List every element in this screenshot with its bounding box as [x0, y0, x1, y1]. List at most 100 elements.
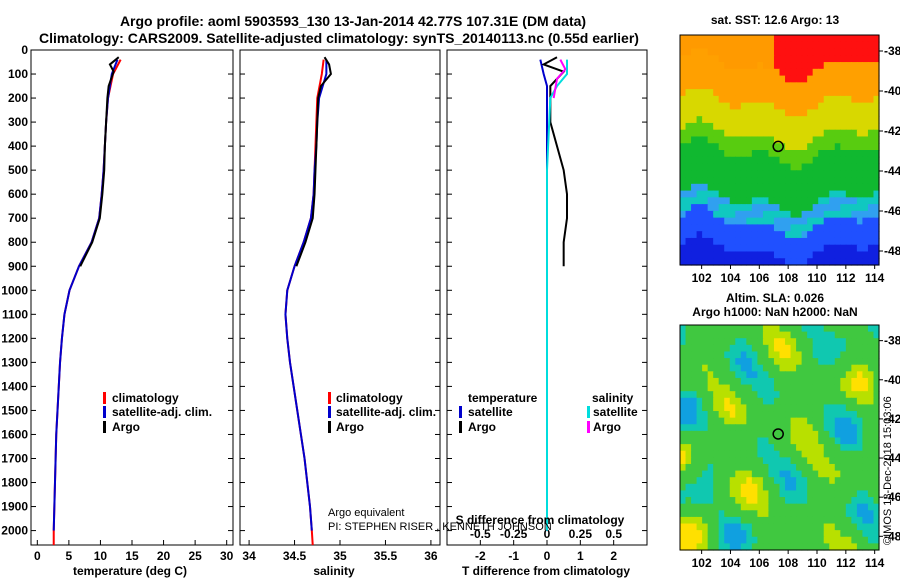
map-cell — [773, 411, 781, 419]
map-cell — [735, 510, 742, 518]
map-cell — [801, 404, 808, 412]
map-cell — [757, 244, 764, 253]
map-cell — [818, 62, 825, 70]
map-cell — [702, 497, 709, 505]
map-cell — [801, 48, 808, 56]
map-cell — [779, 95, 786, 104]
map-cell — [873, 197, 880, 205]
map-cell — [696, 62, 703, 70]
map-cell — [785, 237, 792, 246]
map-cell — [713, 143, 720, 151]
map-cell — [762, 190, 770, 198]
legend-swatch-s-argo — [587, 421, 590, 433]
map-cell — [746, 55, 753, 63]
map-cell — [873, 510, 880, 518]
x-tick-label: 35.5 — [374, 549, 398, 563]
map-cell — [740, 75, 747, 83]
map-cell — [845, 129, 852, 138]
map-cell — [785, 163, 792, 171]
map-cell — [829, 510, 836, 518]
map-cell — [856, 391, 864, 399]
map-cell — [807, 41, 814, 50]
map-cell — [829, 136, 836, 144]
map-cell — [785, 450, 792, 458]
map-cell — [702, 503, 709, 511]
map-cell — [801, 344, 808, 353]
map-cell — [757, 122, 764, 131]
map-cell — [818, 503, 825, 511]
map-cell — [696, 516, 703, 525]
map-cell — [845, 444, 852, 452]
map-cell — [702, 543, 709, 551]
map-cell — [696, 543, 703, 551]
map-cell — [867, 41, 875, 50]
map-cell — [768, 143, 775, 151]
map-cell — [702, 224, 709, 232]
map-cell — [724, 397, 731, 406]
map-cell — [818, 129, 825, 138]
map-cell — [680, 543, 687, 551]
legend-label-satellite: satellite-adj. clim. — [112, 405, 212, 419]
map-cell — [796, 325, 803, 333]
map-cell — [751, 364, 758, 372]
map-cell — [796, 136, 803, 144]
map-cell — [873, 224, 880, 232]
map-cell — [685, 190, 692, 198]
map-cell — [807, 444, 814, 452]
map-cell — [851, 404, 858, 412]
map-cell — [867, 397, 875, 406]
map-cell — [862, 62, 869, 70]
map-cell — [862, 68, 869, 77]
map-cell — [790, 523, 797, 531]
series-line-salinity-satellite — [546, 59, 568, 531]
map-cell — [713, 530, 720, 538]
map-cell — [812, 35, 819, 43]
map-cell — [762, 477, 770, 485]
map-cell — [785, 190, 792, 198]
map-cell — [790, 55, 797, 63]
map-cell — [746, 543, 753, 551]
map-cell — [840, 170, 847, 178]
map-cell — [801, 543, 808, 551]
map-cell — [768, 122, 775, 131]
map-cell — [823, 351, 830, 359]
map-cell — [801, 122, 808, 131]
map-cell — [851, 75, 858, 83]
map-cell — [746, 163, 753, 171]
map-cell — [851, 358, 858, 366]
map-cell — [724, 430, 731, 439]
map-cell — [724, 122, 731, 131]
map-cell — [680, 444, 687, 452]
map-cell — [768, 497, 775, 505]
map-cell — [713, 75, 720, 83]
map-cell — [718, 156, 725, 165]
map-cell — [707, 331, 714, 339]
map-cell — [707, 237, 714, 246]
map-cell — [751, 197, 758, 205]
map-cell — [807, 358, 814, 366]
map-cell — [685, 258, 692, 266]
map-cell — [696, 48, 703, 56]
map-cell — [873, 404, 880, 412]
map-cell — [845, 95, 852, 104]
map-cell — [796, 516, 803, 525]
map-cell — [807, 62, 814, 70]
map-cell — [834, 364, 841, 372]
map-cell — [807, 417, 814, 425]
map-cell — [862, 364, 869, 372]
map-cell — [823, 490, 830, 498]
map-cell — [818, 543, 825, 551]
map-cell — [729, 483, 736, 492]
legend-swatch-satellite — [328, 406, 331, 418]
map-cell — [834, 143, 841, 151]
map-cell — [823, 325, 830, 333]
map-cell — [707, 82, 714, 90]
map-cell — [856, 129, 864, 138]
map-cell — [823, 404, 830, 412]
map-cell — [718, 490, 725, 498]
map-cell — [823, 477, 830, 485]
map-cell — [862, 143, 869, 151]
map-cell — [796, 177, 803, 185]
map-cell — [718, 116, 725, 124]
map-cell — [867, 536, 875, 544]
